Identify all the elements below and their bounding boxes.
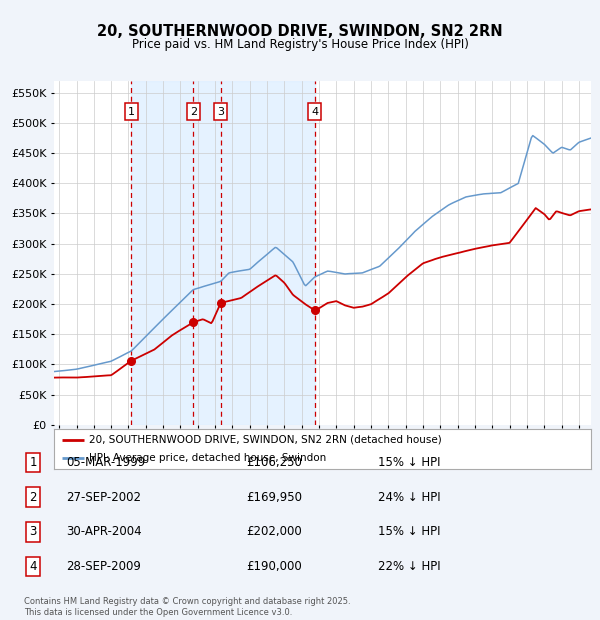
Text: 1: 1: [29, 456, 37, 469]
Text: 15% ↓ HPI: 15% ↓ HPI: [378, 456, 440, 469]
Text: 1: 1: [128, 107, 135, 117]
Text: 3: 3: [29, 526, 37, 538]
Text: 28-SEP-2009: 28-SEP-2009: [66, 560, 141, 573]
Text: Contains HM Land Registry data © Crown copyright and database right 2025.
This d: Contains HM Land Registry data © Crown c…: [24, 598, 350, 617]
Text: 22% ↓ HPI: 22% ↓ HPI: [378, 560, 440, 573]
Text: 4: 4: [29, 560, 37, 573]
Bar: [131, 81, 314, 425]
Text: £106,250: £106,250: [246, 456, 302, 469]
Text: 24% ↓ HPI: 24% ↓ HPI: [378, 491, 440, 503]
Text: 4: 4: [311, 107, 318, 117]
Text: 30-APR-2004: 30-APR-2004: [66, 526, 142, 538]
Text: HPI: Average price, detached house, Swindon: HPI: Average price, detached house, Swin…: [89, 453, 326, 464]
Text: £202,000: £202,000: [246, 526, 302, 538]
Text: 2: 2: [190, 107, 197, 117]
Text: 05-MAR-1999: 05-MAR-1999: [66, 456, 145, 469]
Text: 27-SEP-2002: 27-SEP-2002: [66, 491, 141, 503]
Text: 20, SOUTHERNWOOD DRIVE, SWINDON, SN2 2RN (detached house): 20, SOUTHERNWOOD DRIVE, SWINDON, SN2 2RN…: [89, 435, 442, 445]
Text: £190,000: £190,000: [246, 560, 302, 573]
Text: 2: 2: [29, 491, 37, 503]
Text: 3: 3: [217, 107, 224, 117]
Text: Price paid vs. HM Land Registry's House Price Index (HPI): Price paid vs. HM Land Registry's House …: [131, 38, 469, 51]
Text: 15% ↓ HPI: 15% ↓ HPI: [378, 526, 440, 538]
Text: 20, SOUTHERNWOOD DRIVE, SWINDON, SN2 2RN: 20, SOUTHERNWOOD DRIVE, SWINDON, SN2 2RN: [97, 24, 503, 38]
Text: £169,950: £169,950: [246, 491, 302, 503]
